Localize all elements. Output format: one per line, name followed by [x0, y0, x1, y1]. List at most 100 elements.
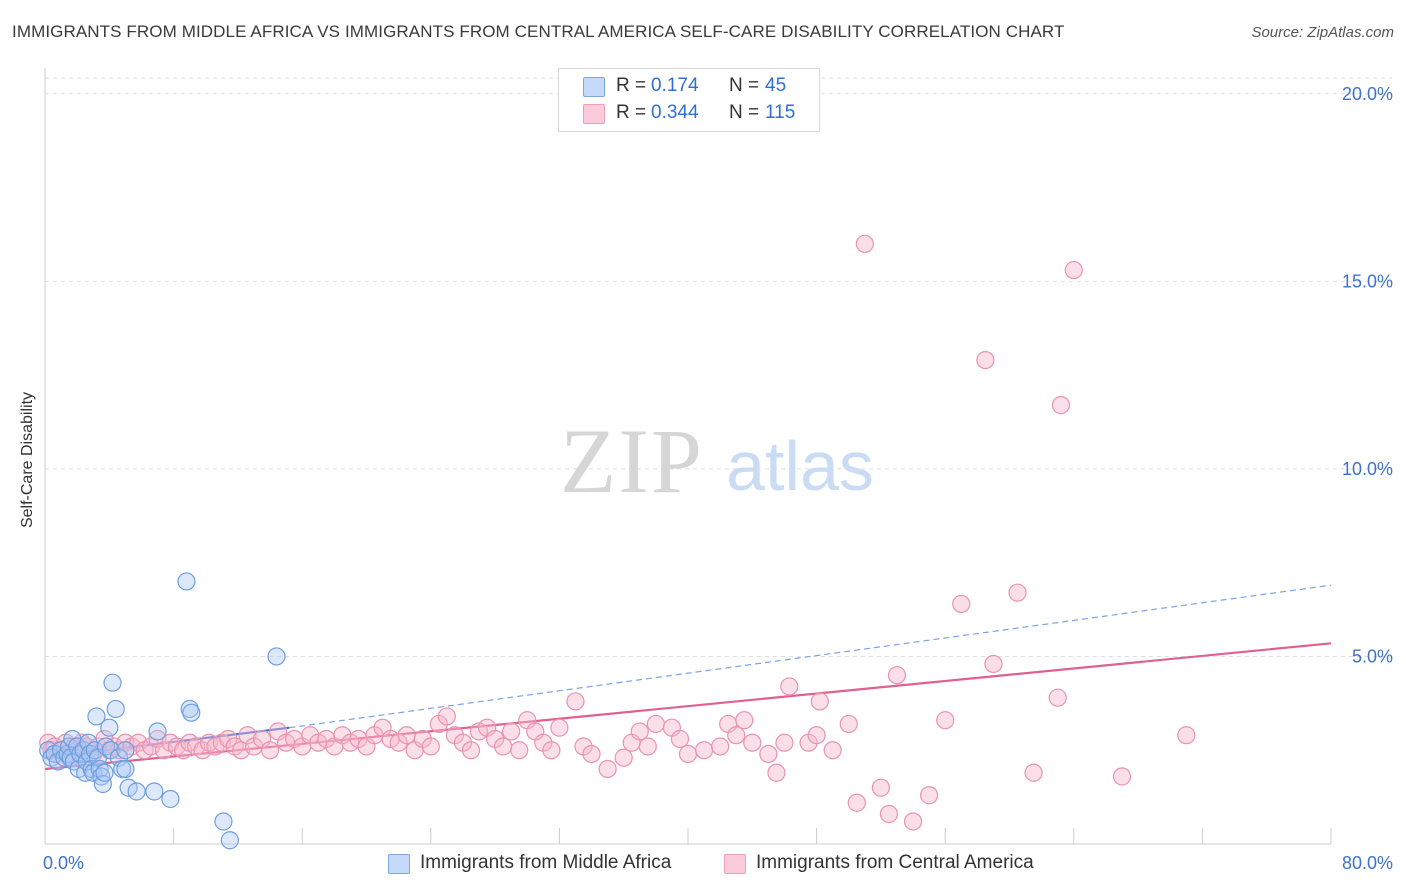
point-middle-africa	[214, 812, 233, 831]
point-central-america	[461, 741, 481, 760]
point-middle-africa	[220, 831, 239, 850]
point-central-america	[1064, 260, 1083, 280]
point-central-america	[630, 722, 649, 741]
legend-n-label: N =	[729, 102, 760, 123]
y-tick-label: 20.0%	[1342, 84, 1393, 104]
point-central-america	[936, 711, 955, 730]
point-central-america	[984, 654, 1003, 674]
watermark: ZIP atlas	[560, 410, 874, 512]
legend-swatch-pink	[724, 854, 746, 874]
point-central-america	[542, 741, 561, 760]
chart-title: IMMIGRANTS FROM MIDDLE AFRICA VS IMMIGRA…	[12, 22, 1065, 41]
point-middle-africa	[116, 741, 135, 760]
point-central-america	[976, 350, 995, 370]
point-central-america	[550, 718, 569, 737]
point-central-america	[1008, 583, 1027, 602]
x-tick-label-min: 0.0%	[43, 853, 84, 873]
point-central-america	[502, 722, 521, 741]
point-central-america	[678, 744, 698, 764]
point-central-america	[775, 733, 794, 752]
point-middle-africa	[182, 703, 201, 722]
point-middle-africa	[161, 789, 180, 809]
point-central-america	[510, 741, 529, 760]
legend-r-value: 0.344	[651, 102, 699, 123]
legend-n-value: 115	[765, 102, 796, 123]
point-central-america	[1048, 688, 1067, 707]
point-central-america	[847, 793, 866, 812]
y-tick-label: 5.0%	[1352, 646, 1393, 666]
points-middle-africa	[39, 572, 286, 850]
point-central-america	[759, 744, 778, 764]
point-middle-africa	[87, 707, 106, 726]
point-middle-africa	[95, 763, 114, 782]
legend-r-value: 0.174	[651, 75, 699, 96]
point-central-america	[735, 711, 754, 730]
point-middle-africa	[177, 572, 196, 591]
y-tick-label: 10.0%	[1342, 459, 1393, 479]
point-central-america	[646, 714, 665, 734]
point-central-america	[260, 741, 280, 760]
source-credit: Source: ZipAtlas.com	[1251, 24, 1394, 41]
point-central-america	[238, 726, 257, 745]
point-central-america	[887, 666, 907, 685]
point-central-america	[598, 759, 617, 779]
point-central-america	[582, 744, 601, 764]
legend-n-label: N =	[729, 75, 760, 96]
tick-labels: 5.0% 10.0% 15.0% 20.0% 0.0% 80.0%	[43, 84, 1393, 873]
point-central-america	[1024, 763, 1043, 782]
trend-line-middle-africa-extended	[289, 584, 1332, 729]
point-central-america	[1051, 396, 1071, 415]
point-central-america	[421, 737, 440, 756]
series-legend: Immigrants from Middle Africa Immigrants…	[0, 852, 1406, 878]
legend-label-middle-africa: Immigrants from Middle Africa	[420, 852, 672, 873]
point-central-america	[855, 234, 874, 253]
point-central-america	[670, 729, 690, 749]
points-central-america	[39, 234, 1196, 831]
correlation-legend: R = 0.174 N = 45 R = 0.344 N = 115	[558, 68, 820, 132]
point-middle-africa	[148, 722, 167, 741]
point-central-america	[823, 741, 842, 760]
point-middle-africa	[103, 673, 122, 692]
point-middle-africa	[109, 748, 129, 767]
point-middle-africa	[127, 782, 146, 801]
point-central-america	[1112, 767, 1132, 786]
legend-swatch-pink	[583, 104, 605, 124]
point-central-america	[920, 786, 939, 805]
point-middle-africa	[267, 647, 286, 666]
axes	[44, 68, 1332, 845]
point-central-america	[727, 726, 746, 745]
point-middle-africa	[145, 782, 164, 801]
point-central-america	[1177, 726, 1196, 745]
point-central-america	[903, 812, 923, 831]
watermark-atlas: atlas	[726, 427, 874, 505]
legend-swatch-blue	[388, 854, 410, 874]
x-tick-label-max: 80.0%	[1342, 853, 1393, 873]
legend-r-label: R =	[616, 102, 647, 123]
point-central-america	[952, 594, 971, 614]
legend-n-value: 45	[765, 75, 787, 96]
legend-swatch-blue	[583, 77, 605, 97]
point-central-america	[879, 804, 899, 824]
point-middle-africa	[93, 774, 112, 794]
point-central-america	[711, 737, 730, 756]
point-middle-africa	[116, 759, 135, 779]
y-tick-label: 15.0%	[1342, 271, 1393, 291]
point-central-america	[839, 714, 858, 734]
point-central-america	[494, 737, 513, 756]
point-central-america	[743, 733, 762, 752]
point-middle-africa	[100, 718, 119, 737]
trend-line-central-america	[44, 642, 1332, 771]
point-central-america	[437, 707, 456, 726]
point-central-america	[810, 692, 829, 711]
y-axis-label-wrap: Self-Care Disability	[8, 260, 48, 660]
y-axis-label: Self-Care Disability	[19, 391, 36, 529]
point-central-america	[614, 748, 633, 767]
watermark-zip: ZIP	[560, 410, 704, 512]
legend-label-central-america: Immigrants from Central America	[756, 852, 1034, 873]
point-central-america	[219, 729, 238, 749]
legend-r-label: R =	[616, 75, 647, 96]
point-middle-africa	[79, 733, 98, 752]
point-central-america	[871, 778, 891, 797]
point-central-america	[397, 726, 416, 745]
